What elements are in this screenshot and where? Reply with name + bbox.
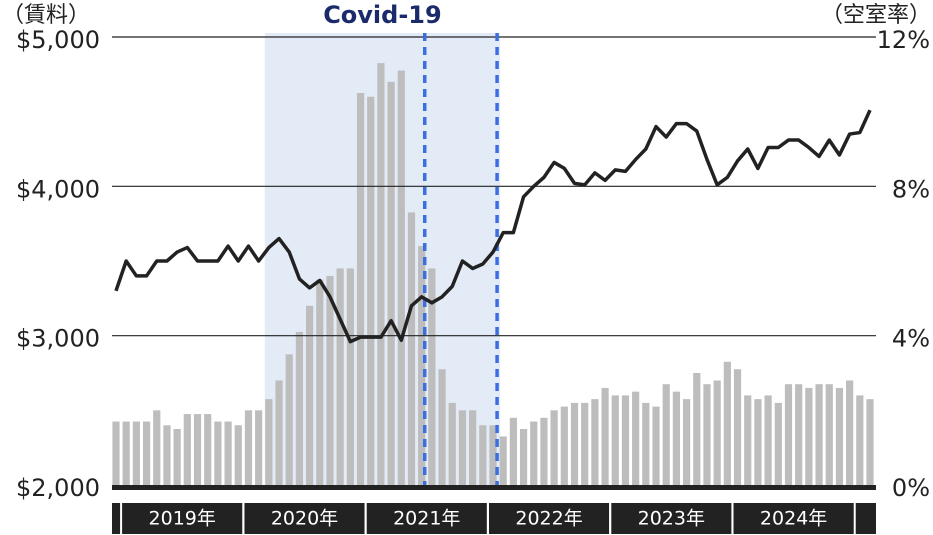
y2-tick-label: 12% (877, 26, 930, 54)
bar (856, 395, 864, 485)
bar (356, 93, 365, 485)
bar (591, 399, 599, 485)
bar (326, 275, 334, 485)
bar (305, 305, 314, 485)
bar (519, 429, 528, 485)
bar (733, 369, 742, 485)
bar (204, 414, 212, 485)
y-tick-label: $5,000 (16, 26, 100, 54)
bar (458, 410, 467, 485)
bar (601, 387, 609, 485)
bar (621, 395, 630, 485)
bar (815, 384, 823, 485)
bar (387, 81, 395, 486)
y-tick-label: $2,000 (16, 474, 100, 502)
bar (489, 425, 497, 485)
bar (244, 410, 253, 485)
bar (754, 399, 762, 485)
bar (479, 425, 487, 485)
bar (346, 268, 354, 485)
y-axis-title: （賃料） (2, 3, 90, 28)
bar (744, 395, 752, 485)
bar (224, 421, 232, 485)
bar (540, 417, 548, 485)
bar (866, 399, 874, 485)
bar (183, 414, 191, 485)
bar (784, 384, 793, 485)
bar (570, 402, 579, 485)
bar (438, 369, 446, 485)
bar (499, 436, 507, 485)
x-tick-label: 2024年 (760, 508, 827, 530)
bar (723, 361, 731, 485)
bar (367, 96, 375, 485)
bar (672, 391, 681, 485)
bar (132, 421, 140, 485)
bar (682, 399, 691, 485)
x-tick-label: 2020年 (271, 508, 338, 530)
y2-tick-label: 0% (892, 474, 930, 502)
annotation: Covid-19 (323, 1, 442, 29)
bar (469, 410, 477, 485)
bar (407, 212, 416, 485)
bar (530, 421, 538, 485)
bar (173, 429, 181, 485)
bar (418, 246, 426, 485)
bar (316, 279, 324, 485)
bar (397, 70, 405, 485)
bar (825, 384, 833, 485)
bar (255, 410, 263, 485)
bar (234, 425, 242, 485)
bar (713, 380, 721, 485)
bar (693, 373, 701, 485)
bar (764, 395, 772, 485)
bar (295, 331, 304, 485)
bar (275, 380, 283, 485)
bar (846, 380, 854, 485)
y-tick-label: $3,000 (16, 325, 100, 353)
y2-tick-label: 4% (892, 325, 930, 353)
bar (774, 402, 782, 485)
y-tick-label: $4,000 (16, 175, 100, 203)
bar (662, 384, 670, 485)
bar (632, 391, 640, 485)
bar (142, 421, 151, 485)
bar (214, 421, 222, 485)
bar (336, 268, 344, 485)
x-axis-band (112, 503, 876, 534)
bar (652, 406, 660, 485)
bar (560, 406, 568, 485)
bar (285, 354, 293, 485)
y2-axis-title: （空室率） (821, 3, 931, 28)
bar (448, 402, 456, 485)
bar (795, 384, 803, 485)
bar (550, 410, 558, 485)
x-tick-label: 2021年 (393, 508, 460, 530)
x-tick-label: 2019年 (149, 508, 216, 530)
bar (642, 402, 650, 485)
y2-tick-label: 8% (892, 175, 930, 203)
x-axis-ticks (112, 485, 876, 490)
bar (265, 399, 273, 485)
bar (112, 421, 120, 485)
line (114, 109, 872, 344)
bar (805, 387, 813, 485)
bar (153, 410, 161, 485)
bar (703, 384, 711, 485)
bar (835, 387, 844, 485)
bar (611, 395, 619, 485)
bar (509, 417, 517, 485)
x-tick-label: 2022年 (515, 508, 582, 530)
bar (581, 402, 589, 485)
bar (163, 425, 171, 485)
bar (428, 268, 436, 485)
bar (377, 63, 385, 486)
bar (193, 414, 202, 485)
x-tick-label: 2023年 (638, 508, 705, 530)
bar (122, 421, 130, 485)
